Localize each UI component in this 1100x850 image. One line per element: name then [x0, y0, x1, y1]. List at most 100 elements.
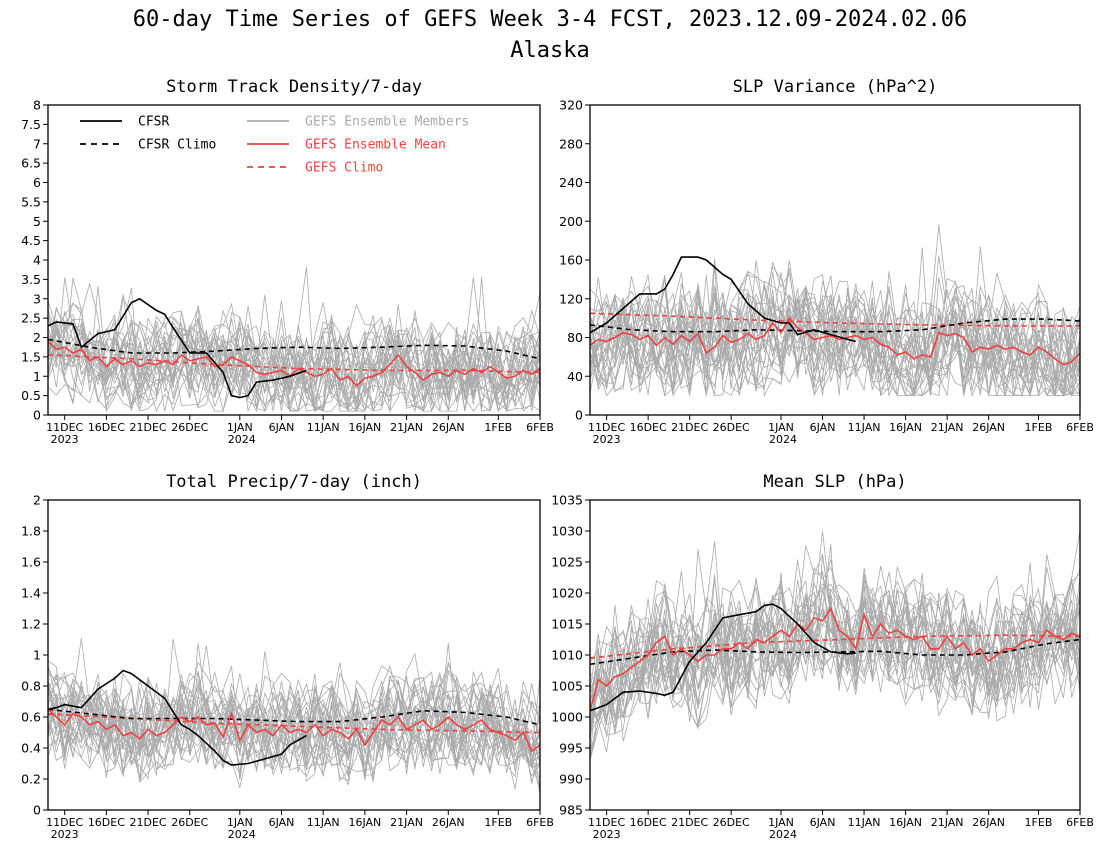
ensemble-member-line [47, 328, 541, 412]
series-cfsr [47, 297, 307, 399]
y-tick-label: 7.5 [21, 117, 41, 132]
y-tick-label: 2 [33, 330, 41, 345]
y-tick-label: 1 [33, 369, 41, 384]
y-tick-label: 0.2 [21, 772, 41, 787]
series-gefs-ensemble-mean [47, 708, 541, 753]
x-tick-label: 21JAN [931, 421, 964, 434]
y-tick-label: 40 [567, 369, 583, 384]
series-gefs-climo [589, 634, 1081, 659]
ensemble-member-line [589, 541, 1081, 693]
x-tick-label: 16DEC [630, 421, 667, 434]
x-tick-label: 1JAN [768, 816, 794, 829]
series-cfsr-climo [589, 318, 1081, 333]
series-cfsr [47, 669, 307, 766]
ensemble-member-line [589, 314, 1081, 398]
x-tick-year: 2023 [593, 433, 621, 446]
x-tick-label: 26JAN [972, 421, 1005, 434]
y-tick-label: 1030 [551, 524, 583, 539]
y-tick-label: 120 [559, 291, 583, 306]
x-tick-label: 26JAN [432, 816, 465, 829]
y-tick-label: 3.5 [21, 272, 41, 287]
ensemble-member-line [589, 596, 1081, 757]
x-tick-label: 16JAN [348, 816, 381, 829]
y-tick-label: 280 [559, 136, 583, 151]
ensemble-member-line [47, 665, 541, 760]
x-tick-label: 16DEC [630, 816, 667, 829]
x-tick-year: 2023 [593, 828, 621, 841]
ensemble-member-line [47, 277, 541, 400]
x-tick-label: 21JAN [390, 421, 423, 434]
x-tick-label: 21DEC [130, 421, 167, 434]
series-cfsr-climo [47, 338, 541, 360]
x-tick-label: 1FEB [484, 816, 512, 829]
chart-subtitle: Alaska [510, 38, 589, 63]
ensemble-member-line [47, 276, 541, 403]
x-tick-label: 11JAN [307, 816, 340, 829]
ensemble-member-line [589, 566, 1081, 734]
y-tick-label: 1005 [551, 679, 583, 694]
y-tick-label: 1 [33, 648, 41, 663]
y-tick-label: 985 [559, 803, 583, 818]
x-tick-label: 6FEB [526, 421, 554, 434]
x-tick-year: 2024 [228, 433, 256, 446]
y-tick-label: 80 [567, 330, 583, 345]
y-tick-label: 6.5 [21, 156, 41, 171]
ensemble-member-line [47, 282, 541, 385]
x-tick-label: 6JAN [269, 816, 295, 829]
y-tick-label: 2.5 [21, 311, 41, 326]
ensemble-member-line [47, 691, 541, 768]
series-gefs-ensemble-mean [47, 340, 541, 388]
x-tick-label: 11DEC [46, 816, 83, 829]
y-tick-label: 1.5 [21, 349, 41, 364]
y-tick-label: 1035 [551, 493, 583, 508]
ensemble-member-line [47, 327, 541, 412]
ensemble-member-line [589, 298, 1081, 385]
x-tick-label: 11DEC [46, 421, 83, 434]
series-gefs-ensemble-mean [589, 606, 1081, 712]
x-tick-label: 26JAN [972, 816, 1005, 829]
y-tick-label: 0.4 [21, 741, 41, 756]
ensemble-member-line [589, 562, 1081, 720]
panel-4: Mean SLP (hPa) 985 990 995 1000 1005 1010 1015 1… [551, 472, 1094, 841]
x-tick-label: 16JAN [348, 421, 381, 434]
ensemble-members [47, 266, 541, 413]
ensemble-member-line [589, 530, 1081, 724]
x-tick-label: 26DEC [171, 816, 208, 829]
x-tick-year: 2023 [51, 828, 79, 841]
ensemble-member-line [47, 642, 541, 787]
series-gefs-climo [47, 354, 541, 374]
x-tick-label: 6JAN [810, 816, 836, 829]
x-tick-label: 11JAN [848, 421, 881, 434]
y-tick-label: 3 [33, 291, 41, 306]
x-tick-label: 1FEB [1025, 421, 1053, 434]
x-tick-label: 6FEB [1066, 421, 1094, 434]
series-cfsr [589, 603, 856, 712]
x-tick-label: 21DEC [130, 816, 167, 829]
y-tick-label: 8 [33, 98, 41, 113]
ensemble-member-line [589, 268, 1081, 378]
x-tick-label: 11JAN [848, 816, 881, 829]
series-gefs-ensemble-mean [589, 316, 1081, 366]
x-tick-label: 11JAN [307, 421, 340, 434]
y-tick-label: 160 [559, 253, 583, 268]
y-tick-label: 240 [559, 175, 583, 190]
panels: Storm Track Density/7-day 0 0.5 1 1.5 2 2.5 3 3.… [21, 77, 1094, 841]
y-tick-label: 5.5 [21, 194, 41, 209]
panel-title: Storm Track Density/7-day [166, 77, 422, 97]
legend-label: CFSR [138, 115, 169, 130]
x-tick-year: 2024 [769, 828, 797, 841]
x-tick-label: 26DEC [713, 816, 750, 829]
panel-title: Total Precip/7-day (inch) [166, 472, 422, 492]
y-tick-label: 2 [33, 493, 41, 508]
x-tick-label: 11DEC [588, 816, 625, 829]
x-tick-label: 26JAN [432, 421, 465, 434]
legend-label: GEFS Climo [305, 161, 383, 176]
y-tick-label: 5 [33, 214, 41, 229]
x-tick-label: 16JAN [889, 816, 922, 829]
legend-label: GEFS Ensemble Members [305, 115, 469, 130]
ensemble-member-line [47, 700, 541, 779]
chart-title: 60-day Time Series of GEFS Week 3-4 FCST… [133, 7, 967, 32]
x-tick-label: 26DEC [171, 421, 208, 434]
y-tick-label: 1025 [551, 555, 583, 570]
